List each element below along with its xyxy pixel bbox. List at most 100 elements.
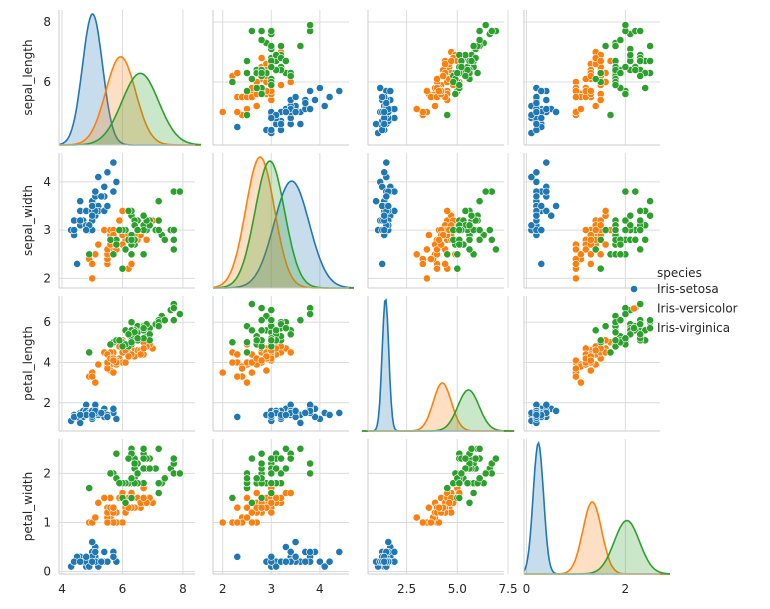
point-iris-versicolor	[88, 274, 97, 283]
point-iris-setosa	[532, 120, 541, 128]
point-iris-virginica	[601, 226, 610, 234]
point-iris-virginica	[267, 479, 276, 488]
point-iris-versicolor	[228, 358, 237, 367]
point-iris-virginica	[257, 27, 266, 35]
point-iris-virginica	[453, 69, 462, 77]
point-iris-setosa	[281, 557, 290, 566]
point-iris-versicolor	[286, 348, 295, 357]
point-iris-virginica	[257, 459, 266, 468]
point-iris-virginica	[267, 336, 276, 345]
point-iris-setosa	[88, 538, 97, 546]
point-iris-virginica	[247, 300, 256, 308]
point-iris-setosa	[537, 202, 546, 210]
point-iris-versicolor	[247, 368, 256, 377]
point-iris-setosa	[537, 259, 546, 268]
point-iris-versicolor	[233, 518, 242, 527]
point-iris-virginica	[257, 304, 266, 312]
point-iris-virginica	[277, 469, 285, 478]
point-iris-virginica	[616, 36, 625, 44]
point-iris-virginica	[636, 330, 645, 339]
point-iris-versicolor	[601, 240, 610, 249]
y-tick-label: 4	[43, 355, 51, 369]
point-iris-virginica	[243, 348, 251, 357]
point-iris-virginica	[115, 336, 124, 345]
point-iris-virginica	[467, 57, 476, 65]
point-iris-versicolor	[577, 105, 585, 113]
point-iris-setosa	[76, 410, 85, 419]
point-iris-setosa	[76, 557, 85, 566]
point-iris-versicolor	[247, 518, 256, 527]
kde-fill-iris-versicolor	[59, 56, 201, 145]
point-iris-virginica	[267, 27, 276, 35]
point-iris-virginica	[491, 454, 500, 463]
point-iris-setosa	[301, 408, 310, 417]
point-iris-virginica	[453, 264, 462, 273]
point-iris-setosa	[286, 548, 295, 556]
point-iris-virginica	[281, 444, 290, 453]
point-iris-virginica	[127, 250, 136, 259]
point-iris-setosa	[390, 548, 399, 556]
point-iris-virginica	[611, 42, 620, 50]
point-iris-virginica	[636, 245, 645, 254]
point-iris-virginica	[169, 245, 178, 254]
point-iris-virginica	[257, 90, 266, 98]
point-iris-virginica	[243, 111, 251, 119]
legend-label-iris-versicolor: Iris-versicolor	[657, 302, 738, 316]
point-iris-virginica	[455, 81, 464, 89]
legend: species Iris-setosa Iris-versicolor Iris-v…	[630, 266, 738, 335]
point-iris-virginica	[473, 69, 482, 77]
point-iris-versicolor	[581, 226, 590, 234]
point-iris-versicolor	[439, 72, 447, 80]
point-iris-versicolor	[121, 358, 130, 367]
point-iris-setosa	[91, 548, 100, 556]
point-iris-setosa	[97, 192, 106, 201]
point-iris-versicolor	[586, 366, 595, 375]
legend-label-iris-setosa: Iris-setosa	[657, 282, 719, 296]
point-iris-virginica	[154, 444, 163, 453]
point-iris-virginica	[112, 240, 121, 249]
point-iris-virginica	[467, 444, 476, 453]
x-tick-label: 2	[622, 582, 630, 596]
point-iris-setosa	[88, 202, 97, 210]
point-iris-virginica	[267, 489, 276, 497]
point-iris-setosa	[335, 87, 344, 95]
legend-title: species	[657, 266, 702, 280]
point-iris-virginica	[461, 206, 470, 215]
point-iris-virginica	[247, 27, 256, 35]
point-iris-setosa	[233, 412, 242, 421]
point-iris-versicolor	[243, 503, 251, 512]
point-iris-virginica	[121, 498, 130, 507]
point-iris-setosa	[112, 177, 121, 186]
panel-petal_width-vs-sepal_width: 2 3 4	[212, 439, 349, 596]
point-iris-virginica	[169, 226, 178, 234]
point-iris-versicolor	[127, 259, 136, 268]
point-iris-setosa	[542, 96, 551, 104]
point-iris-versicolor	[238, 364, 246, 373]
point-iris-virginica	[606, 348, 615, 357]
point-iris-versicolor	[88, 259, 97, 268]
point-iris-versicolor	[418, 108, 427, 116]
point-iris-virginica	[463, 479, 472, 488]
point-iris-virginica	[169, 304, 178, 312]
point-iris-setosa	[73, 259, 81, 268]
point-iris-setosa	[372, 120, 380, 128]
point-iris-setosa	[542, 187, 551, 196]
point-iris-setosa	[97, 557, 106, 566]
point-iris-setosa	[306, 548, 314, 556]
point-iris-versicolor	[233, 69, 242, 77]
x-tick-label: 5.0	[448, 582, 467, 596]
point-iris-virginica	[443, 484, 452, 492]
point-iris-versicolor	[424, 231, 433, 239]
point-iris-setosa	[277, 120, 285, 128]
point-iris-virginica	[139, 211, 148, 220]
point-iris-virginica	[154, 216, 163, 225]
point-iris-setosa	[320, 102, 329, 110]
point-iris-virginica	[267, 454, 276, 463]
x-tick-label: 7.5	[499, 582, 518, 596]
point-iris-versicolor	[596, 221, 605, 230]
x-tick-label: 3	[267, 582, 275, 596]
y-tick-label: 1	[43, 515, 51, 529]
point-iris-virginica	[306, 310, 314, 318]
point-iris-virginica	[646, 324, 654, 333]
